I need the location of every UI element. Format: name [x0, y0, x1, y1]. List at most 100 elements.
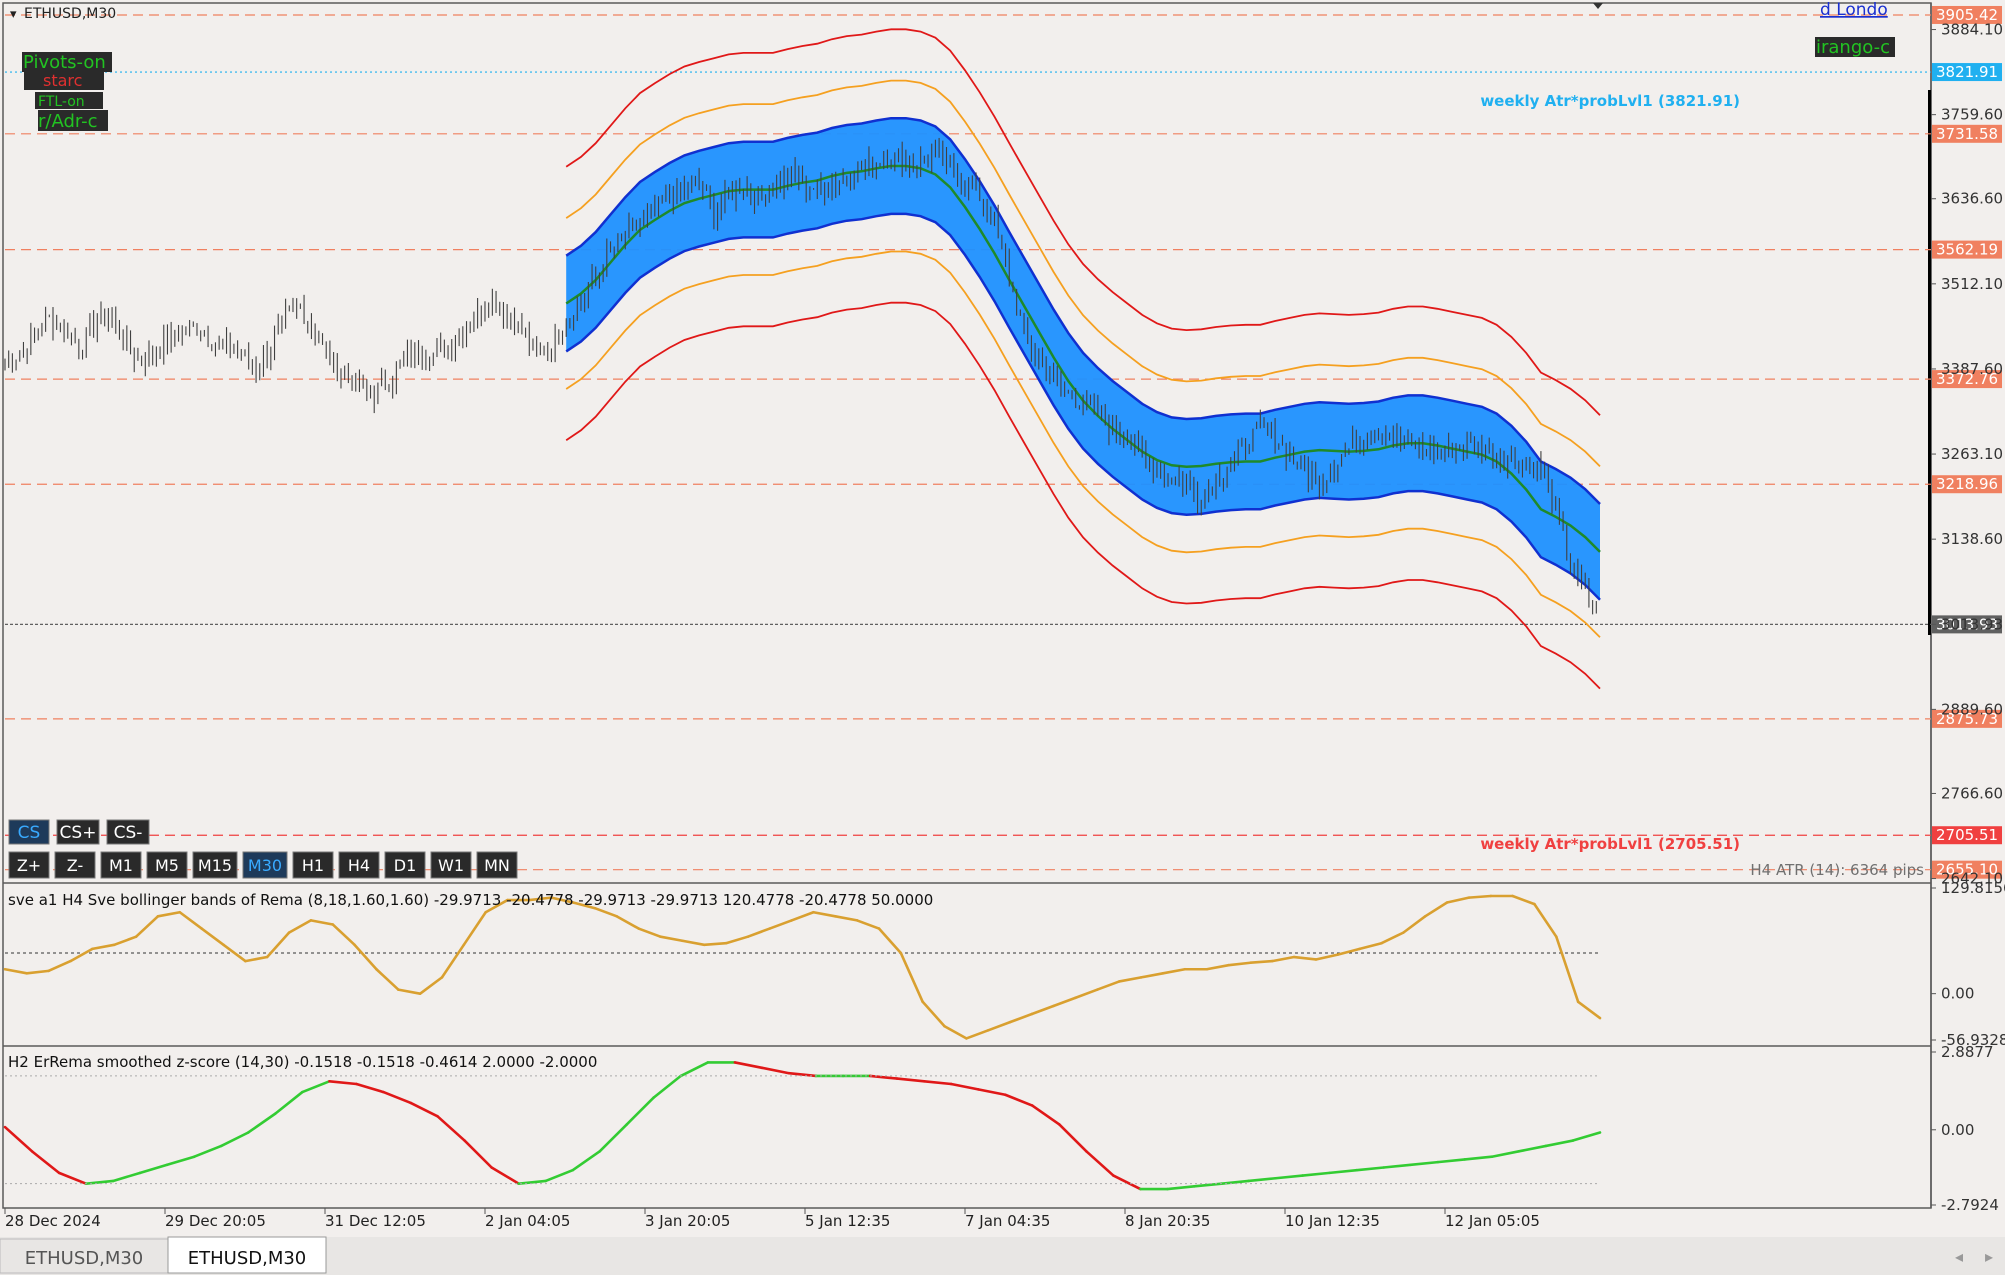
tab-scroll-right-icon[interactable]: ▸: [1985, 1247, 1993, 1266]
scroll-marker-icon: [1593, 3, 1603, 9]
osc-line-segment: [1463, 1155, 1494, 1161]
tab-scroll-left-icon[interactable]: ◂: [1955, 1247, 1963, 1266]
timeframe-button-m30[interactable]: [242, 851, 288, 879]
price-level-tag: [1932, 615, 2002, 634]
osc-line-segment: [943, 1024, 968, 1040]
osc-line-segment: [309, 919, 335, 926]
adr-button[interactable]: [38, 110, 108, 131]
osc-line-segment: [1358, 941, 1383, 951]
osc-axis-tick-label: 0.00: [1941, 1121, 1974, 1139]
price-level-tag-label: 3731.58: [1936, 125, 1998, 143]
timeframe-button-h1[interactable]: [292, 851, 334, 879]
timeframe-button-z+[interactable]: [8, 851, 50, 879]
weekly-atr-label: weekly Atr*probLvl1 (3821.91): [1480, 92, 1740, 110]
osc-line-segment: [1249, 959, 1274, 965]
osc-line-segment: [593, 906, 619, 918]
osc-line-segment: [247, 1112, 277, 1134]
tab-ethusd-2[interactable]: [167, 1236, 327, 1274]
osc-line-segment: [353, 943, 378, 971]
osc-line-segment: [1301, 1171, 1331, 1177]
osc-line-segment: [976, 1088, 1007, 1097]
osc-line-segment: [219, 1131, 250, 1148]
ftl-button-label: FTL-on: [38, 94, 85, 110]
timeframe-button-label: MN: [484, 856, 510, 875]
timeframe-button-label: D1: [394, 856, 417, 875]
timeframe-button-label: M30: [248, 856, 282, 875]
timeframe-button-m1[interactable]: [100, 851, 142, 879]
cs-minus-button[interactable]: [106, 819, 150, 845]
osc-line-segment: [724, 935, 750, 945]
chart-title-arrow[interactable]: ▾: [10, 7, 17, 22]
osc-line-segment: [1096, 980, 1121, 991]
osc-line-segment: [1571, 1131, 1602, 1142]
ftl-button[interactable]: [35, 92, 103, 109]
cs-minus-button-label: CS-: [114, 823, 143, 843]
tab-bar: [0, 1237, 2005, 1275]
timeframe-button-label: Z-: [67, 856, 83, 875]
starc-orange-upper: [565, 79, 1601, 468]
osc-line-segment: [877, 927, 903, 955]
osc-line-segment: [222, 943, 247, 963]
timeframe-button-z-[interactable]: [54, 851, 96, 879]
starc-red-upper: [565, 28, 1601, 416]
cs-plus-button[interactable]: [56, 819, 100, 845]
osc-line-segment: [1380, 931, 1405, 945]
osc-line-segment: [1576, 1000, 1602, 1020]
timeframe-button-label: M15: [198, 856, 232, 875]
time-axis-tick-label: 28 Dec 2024: [5, 1212, 101, 1230]
london-session-link[interactable]: d Londo: [1820, 0, 1888, 20]
osc-line-segment: [1336, 947, 1361, 956]
price-level-tag: [1932, 63, 2002, 82]
osc-line-segment: [1247, 1176, 1277, 1183]
osc-line-segment: [265, 931, 291, 959]
timeframe-button-label: M1: [109, 856, 133, 875]
timeframe-button-m5[interactable]: [146, 851, 188, 879]
osc-line-segment: [1402, 915, 1427, 934]
osc-line-segment: [156, 910, 182, 918]
osc-line-segment: [91, 943, 116, 951]
zscore-panel: 2.8877 0.00 -2.7924: [3, 1043, 1999, 1214]
osc-axis-tick-label: 0.00: [1941, 985, 1974, 1003]
timeframe-button-label: H1: [302, 856, 324, 875]
timeframe-button-d1[interactable]: [384, 851, 426, 879]
price-axis-tick-label: 3884.10: [1941, 21, 2003, 39]
osc-line-segment: [702, 941, 728, 947]
osc-line-segment: [598, 1123, 629, 1153]
osc-line-segment: [418, 976, 444, 995]
osc-line-segment: [69, 947, 94, 963]
timeframe-button-mn[interactable]: [476, 851, 518, 879]
osc-line-segment: [921, 1000, 946, 1028]
osc-line-segment: [868, 1074, 899, 1080]
osc-line-segment: [549, 896, 575, 904]
osc-line-segment: [1490, 1150, 1521, 1159]
price-scale-marker: [1928, 90, 1931, 635]
price-axis-tick-label: 3263.10: [1941, 445, 2003, 463]
osc-line-segment: [1030, 1004, 1056, 1016]
osc-line-segment: [57, 1171, 88, 1185]
osc-line-segment: [965, 1028, 990, 1040]
price-level-tag-label: 3372.76: [1936, 370, 1998, 388]
timeframe-button-m15[interactable]: [192, 851, 238, 879]
osc-line-segment: [463, 1139, 493, 1169]
range-button[interactable]: [1815, 37, 1895, 57]
cs-button[interactable]: [8, 819, 50, 845]
osc-line-segment: [733, 1061, 764, 1070]
candle-layer: [4, 137, 1597, 615]
timeframe-button-h4[interactable]: [338, 851, 380, 879]
osc-line-segment: [287, 919, 313, 934]
osc-line-segment: [812, 910, 837, 918]
pivots-button[interactable]: [22, 52, 112, 72]
starc-orange-lower: [565, 250, 1601, 638]
osc-line-segment: [1052, 996, 1077, 1008]
starc-button[interactable]: [24, 72, 104, 90]
osc-line-segment: [790, 910, 815, 922]
adr-button-label: r/Adr-c: [38, 111, 98, 132]
timeframe-button-w1[interactable]: [430, 851, 472, 879]
cs-button-label: CS: [18, 823, 41, 843]
osc-line-segment: [462, 910, 487, 947]
chart-title: ETHUSD,M30: [24, 6, 116, 22]
time-axis-tick-label: 7 Jan 04:35: [965, 1212, 1050, 1230]
osc-line-segment: [1008, 1012, 1034, 1024]
osc-line-segment: [484, 898, 509, 914]
osc-line-segment: [375, 967, 400, 991]
